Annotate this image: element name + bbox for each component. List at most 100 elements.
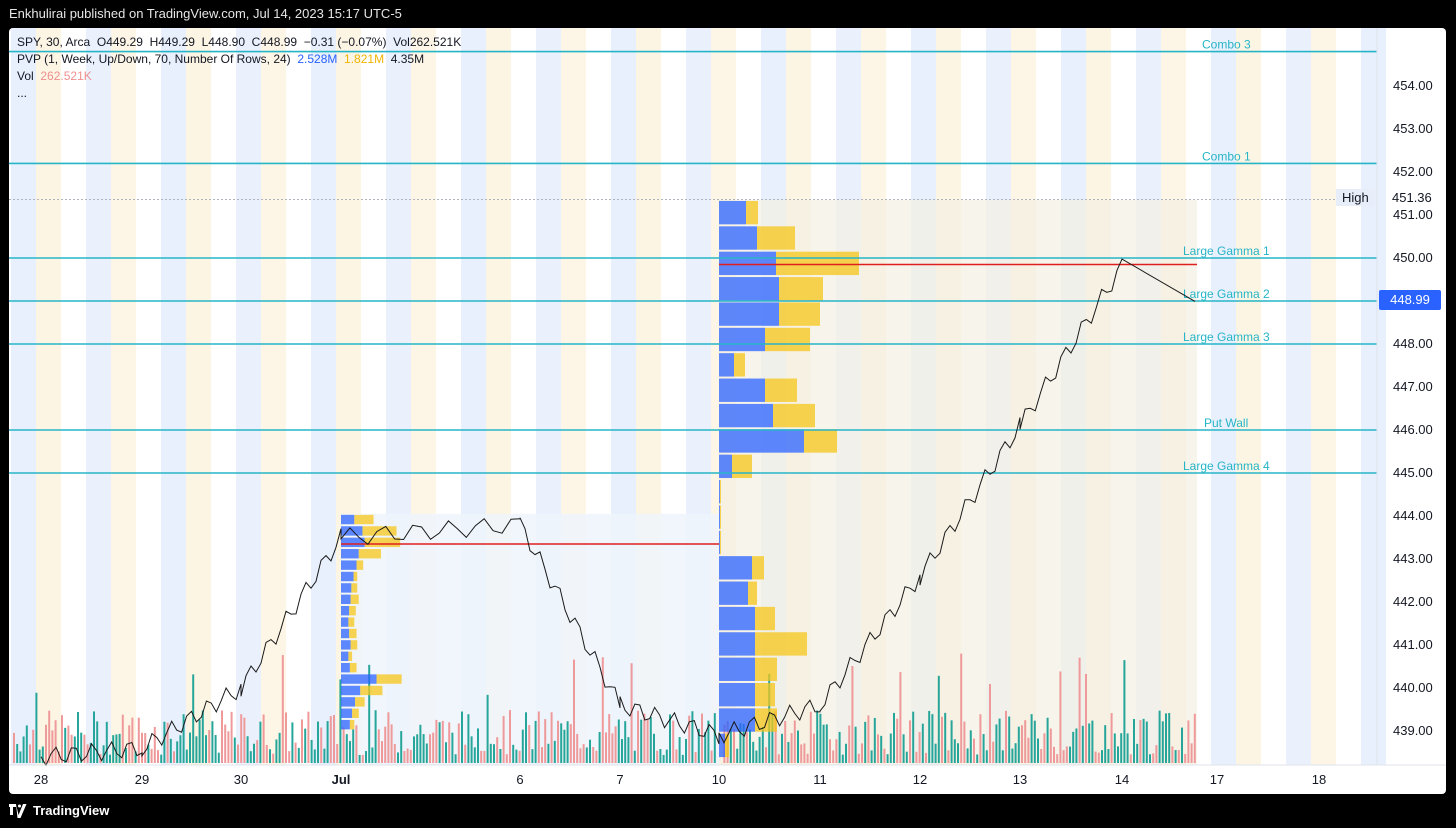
y-tick-label: 451.00 [1393,207,1433,222]
volume-bar [249,751,252,763]
profile-week2-down-row [804,429,837,453]
profile-week1-up-row [341,719,350,730]
session-stripe [186,28,211,765]
volume-bar [829,739,831,763]
volume-bar [624,721,627,763]
volume-bar [381,741,383,763]
close-value: 448.99 [260,35,298,49]
volume-bar [320,727,323,763]
time-axis: 28 29 30 Jul 6 7 10 11 12 13 14 17 18 [9,764,1446,787]
volume-bar [163,721,166,763]
volume-bar [1133,719,1135,763]
volume-bar [1168,712,1171,763]
volume-bar [982,734,985,763]
volume-bar [419,724,422,763]
chart-panel[interactable]: Combo 3 Combo 1 Large Gamma 1 Large Gamma 2… [9,28,1446,794]
profile-week1-down-row [358,549,381,559]
volume-bar [153,726,156,763]
profile-week2-up-row [719,480,720,504]
volume-bar [32,729,35,763]
volume-bar [713,713,716,763]
profile-week2-down-row [734,353,745,377]
volume-bar [745,732,748,763]
level-label: Large Gamma 2 [1183,287,1270,301]
volume-bar [83,734,86,763]
profile-week1-down-row [355,697,365,707]
volume-bar [531,749,534,763]
profile-week1-down-row [349,719,355,730]
volume-bar [976,754,979,763]
volume-bar [1091,720,1094,763]
volume-bar [201,710,204,763]
volume-bar [253,743,255,763]
volume-bar [393,743,396,763]
volume-bar [416,734,419,763]
volume-bar [51,730,54,763]
volume-bar [387,712,390,763]
volume-bar [342,727,345,763]
volume-bar [969,730,972,763]
volume-bar [361,754,364,763]
volume-bar [941,716,943,763]
symbol-label: SPY, 30, Arca [17,35,91,49]
volume-bar [93,711,95,763]
volume-bar [614,726,617,763]
level-label: Put Wall [1204,416,1248,430]
volume-bar [784,720,787,763]
volume-bar [854,726,857,763]
profile-week1-up-row [341,697,356,707]
level-label: Large Gamma 4 [1183,459,1270,473]
volume-bar [537,711,540,763]
volume-bar [45,724,47,763]
x-tick-label: 29 [135,772,149,787]
change-value: −0.31 (−0.07%) [303,35,387,49]
profile-week2-up-row [719,454,732,479]
volume-bar [1165,713,1167,763]
profile-week1-down-row [356,560,364,570]
volume-bar [294,742,297,763]
volume-bar [867,715,870,763]
volume-bar [998,718,1001,763]
volume-bar [953,739,956,763]
volume-bar [125,748,127,763]
vol-value: 262.521K [409,35,462,49]
volume-bar [1129,754,1132,763]
volume-bar [221,710,223,763]
volume-bar [214,735,217,763]
price-chart-svg[interactable]: Combo 3 Combo 1 Large Gamma 1 Large Gamma 2… [9,28,1446,794]
volume-bar [217,752,220,763]
volume-bar [1040,748,1043,763]
y-tick-label: 452.00 [1393,164,1433,179]
volume-bar [832,750,835,763]
pvp-label: PVP (1, Week, Up/Down, 70, Number Of Row… [17,52,291,66]
volume-bar [681,754,684,763]
volume-bar [390,724,393,763]
profile-week2-up-row [719,733,725,758]
volume-bar [352,729,355,763]
volume-bar [73,736,76,763]
volume-bar [1120,733,1123,763]
volume-bar [67,725,70,763]
legend-more-button[interactable]: ... [17,86,28,100]
volume-bar [435,719,438,763]
volume-bar [403,750,406,763]
volume-bar [185,749,188,763]
gamma-levels: Combo 3 Combo 1 Large Gamma 1 Large Gamma 2… [9,38,1377,474]
volume-bar [176,741,179,763]
volume-bar [995,724,998,763]
volume-bar [761,726,764,763]
volume-bar [1049,728,1052,763]
session-stripe [286,28,311,765]
ohlc-row[interactable]: SPY, 30, Arca O449.29 H449.29 L448.90 C4… [17,34,461,51]
high-tag-label: High [1336,189,1375,206]
volume-bar [822,724,825,763]
profile-week2-down-row [720,480,721,504]
volume-bar [317,721,319,763]
volume-bar [870,750,873,763]
profile-week1-up-row [341,674,377,684]
tradingview-logo-icon [9,804,27,818]
vol-row[interactable]: Vol 262.521K [17,68,461,85]
pvp-row[interactable]: PVP (1, Week, Up/Down, 70, Number Of Row… [17,51,461,68]
volume-bar [973,738,975,763]
volume-bar [409,749,412,763]
